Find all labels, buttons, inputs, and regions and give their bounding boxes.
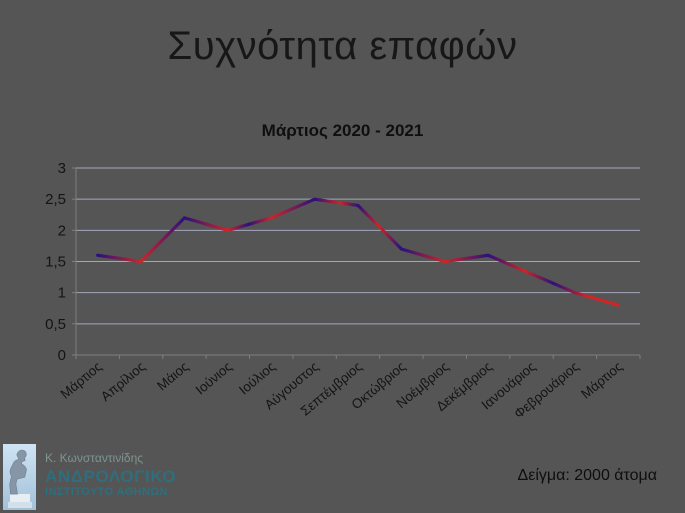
x-axis-label: Μάιος: [154, 358, 192, 393]
logo-org-subtitle: ΙΝΣΤΙΤΟΥΤΟ ΑΘΗΝΩΝ: [45, 486, 168, 499]
x-axis-label: Ιούνιος: [193, 358, 236, 397]
y-axis-label: 0,5: [45, 316, 66, 333]
x-axis-label: Μάρτιος: [578, 358, 625, 401]
institute-logo: Κ. Κωνσταντινίδης ΑΝΔΡΟΛΟΓΙΚΟ ΙΝΣΤΙΤΟΥΤΟ…: [3, 444, 176, 510]
slide-title: Συχνότητα επαφών: [167, 24, 518, 68]
x-axis-label: Μάρτιος: [58, 358, 105, 401]
logo-text-block: Κ. Κωνσταντινίδης ΑΝΔΡΟΛΟΓΙΚΟ ΙΝΣΤΙΤΟΥΤΟ…: [45, 444, 176, 499]
x-axis-label: Απρίλιος: [98, 358, 148, 404]
y-axis-label: 1: [58, 285, 66, 302]
y-axis-label: 0: [58, 347, 66, 364]
logo-person-name: Κ. Κωνσταντινίδης: [45, 451, 144, 465]
chart-title: Μάρτιος 2020 - 2021: [261, 121, 424, 140]
data-series-line: [96, 197, 620, 307]
logo-org-name: ΑΝΔΡΟΛΟΓΙΚΟ: [45, 467, 177, 487]
y-axis-label: 3: [58, 160, 66, 177]
y-axis-label: 2: [58, 222, 66, 239]
thinker-statue-icon: [3, 444, 36, 510]
y-axis-label: 2,5: [45, 191, 66, 208]
sample-size-note: Δείγμα: 2000 άτομα: [517, 467, 657, 484]
y-axis-label: 1,5: [45, 254, 66, 271]
